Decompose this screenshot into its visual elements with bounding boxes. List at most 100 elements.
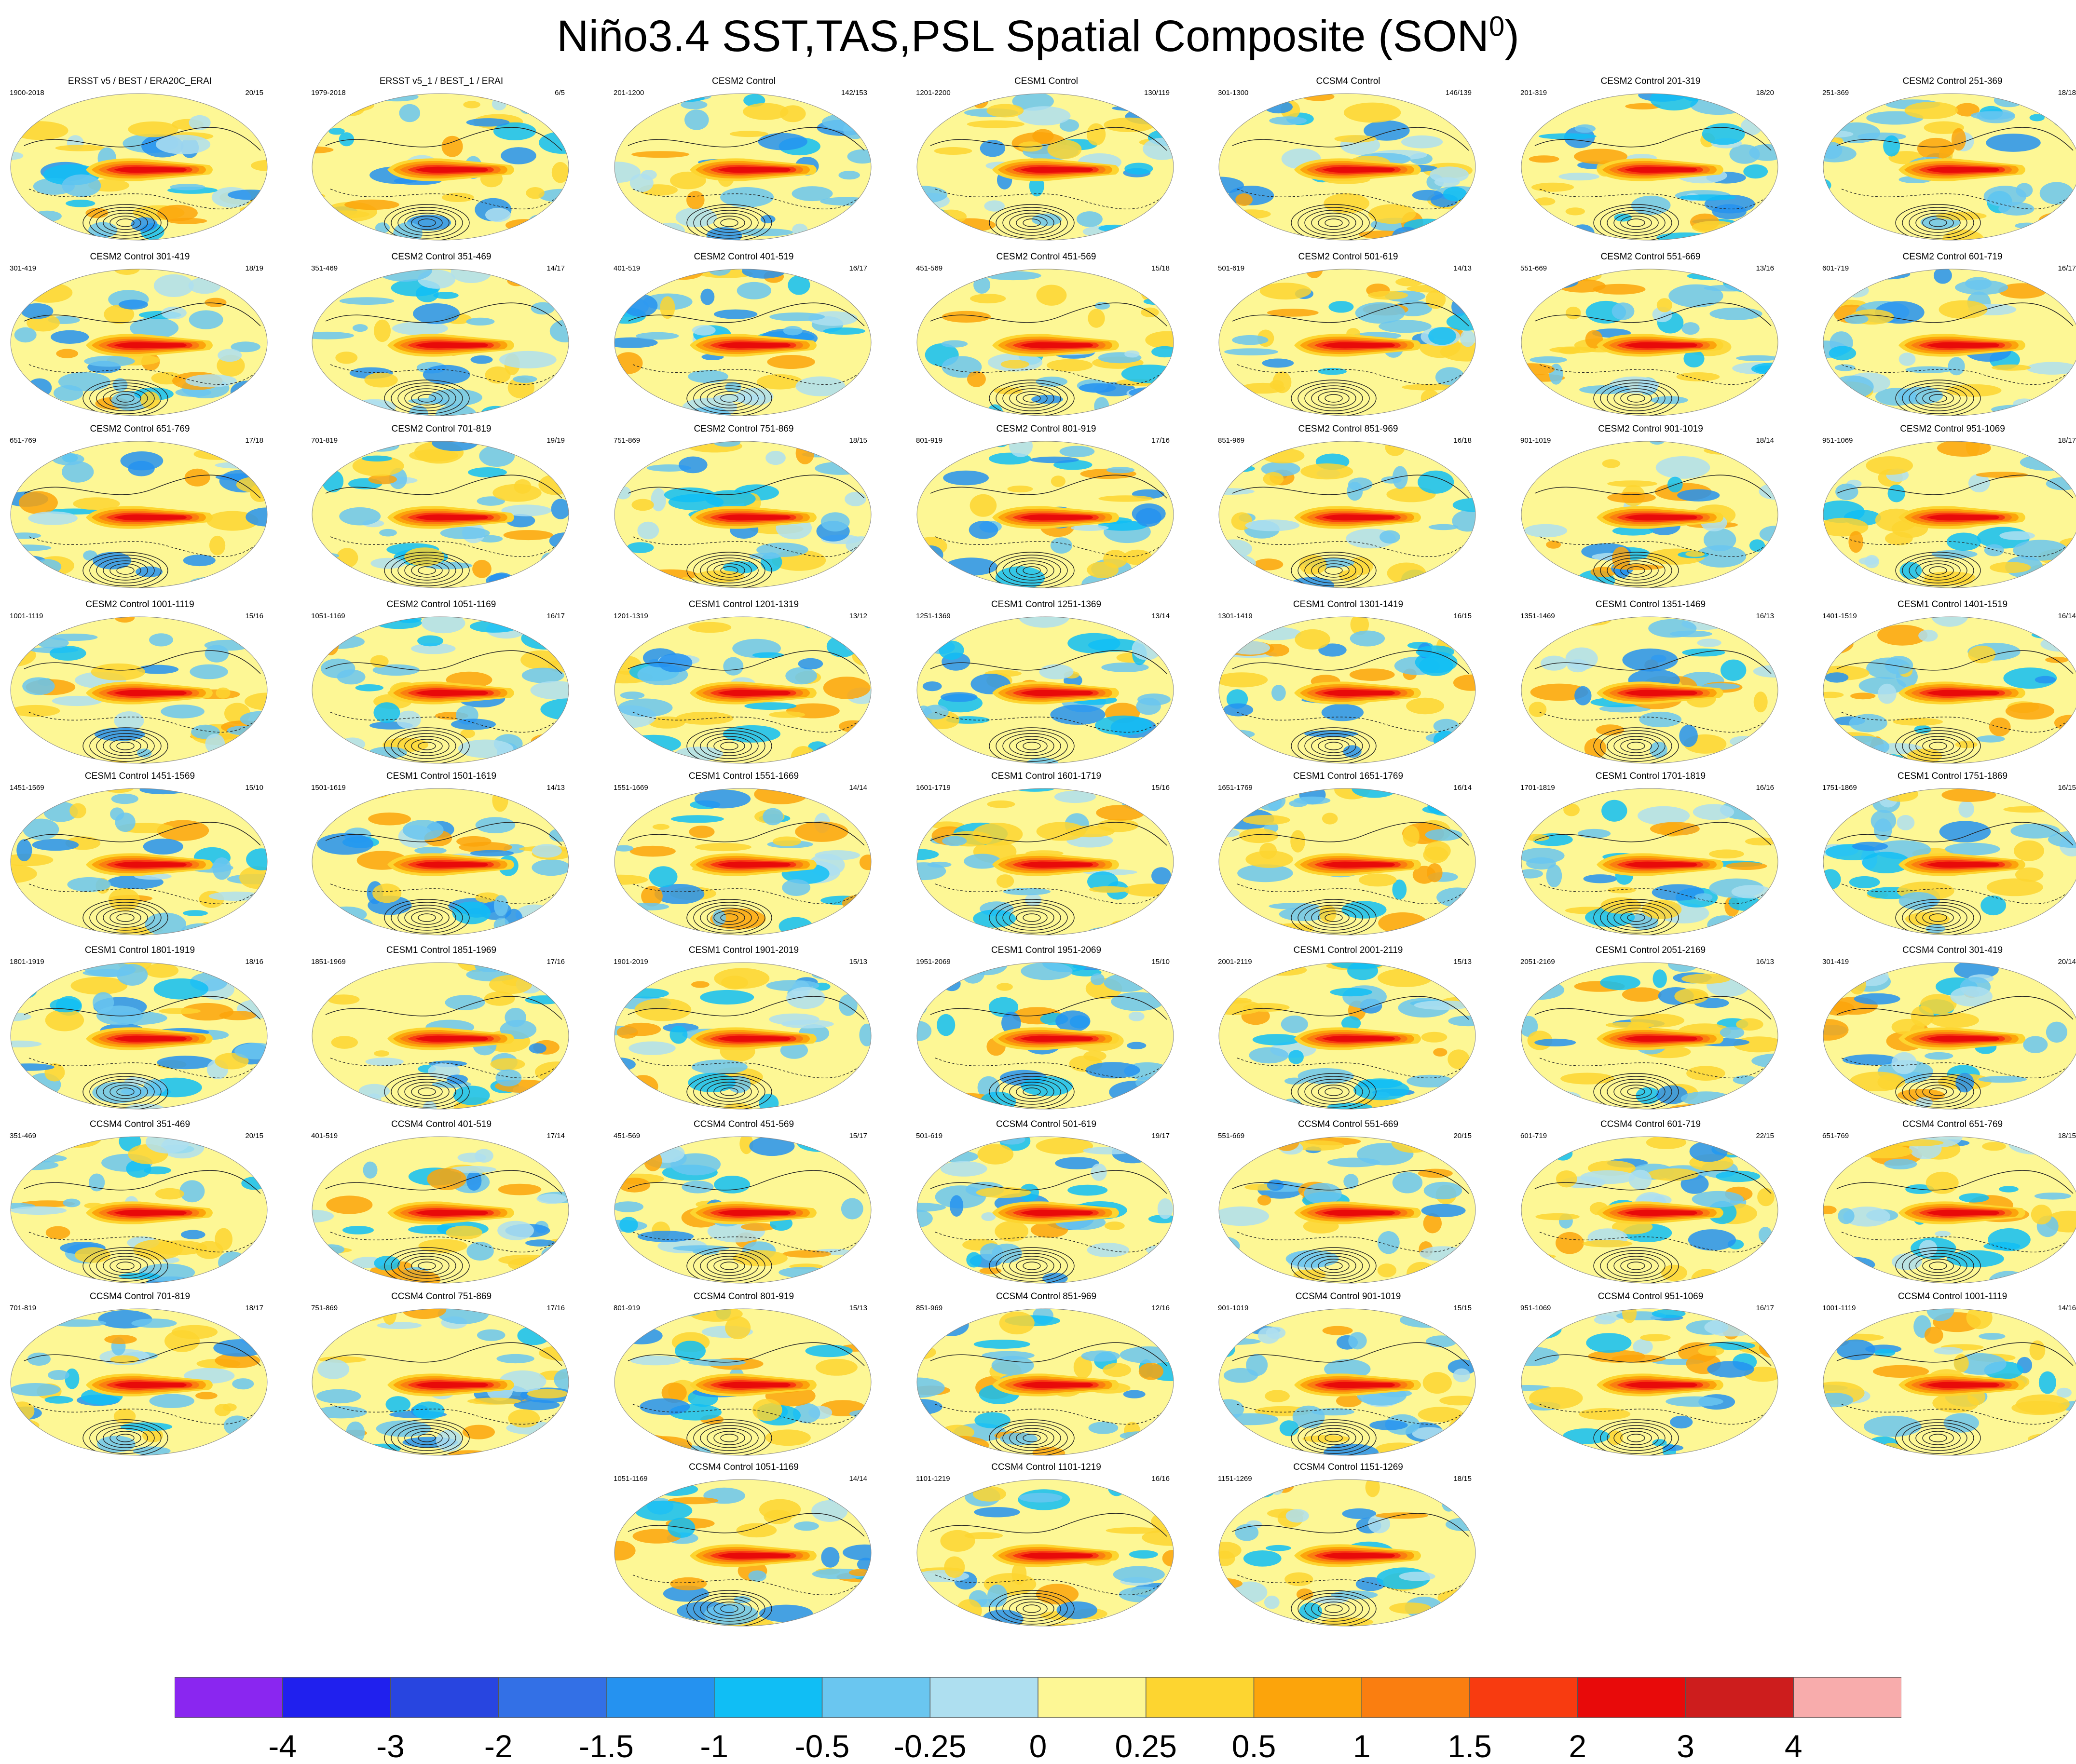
- panel-title: CCSM4 Control 801-919: [693, 1291, 794, 1302]
- colorbar-swatch: [1146, 1677, 1255, 1718]
- panel-event-counts: 17/14: [546, 1132, 565, 1140]
- chart-title-close: ): [1504, 12, 1519, 61]
- colorbar-tick-label: 4: [1784, 1728, 1803, 1764]
- colorbar-tick-label: -4: [268, 1728, 297, 1764]
- map-panel: CESM1 Control 1601-1719 1601-1719 15/16: [911, 771, 1181, 940]
- panel-event-counts: 130/119: [1144, 89, 1170, 97]
- composite-map: [614, 616, 872, 764]
- map-panel: CCSM4 Control 351-469 351-469 20/15: [5, 1119, 275, 1288]
- colorbar-tick-label: -1: [700, 1728, 729, 1764]
- panel-event-counts: 15/10: [245, 784, 263, 792]
- panel-event-counts: 16/16: [1151, 1475, 1170, 1483]
- panel-title: CESM2 Control 401-519: [694, 252, 794, 262]
- panel-years: 1201-1319: [614, 612, 648, 620]
- panel-years: 451-569: [916, 264, 943, 272]
- colorbar-tick-label: 1: [1352, 1728, 1371, 1764]
- panel-years: 1801-1919: [10, 958, 44, 966]
- colorbar: [175, 1677, 1901, 1718]
- panel-years: 801-919: [614, 1304, 641, 1312]
- colorbar-tick-label: 1.5: [1448, 1728, 1492, 1764]
- composite-map: [916, 1136, 1174, 1284]
- composite-map: [1218, 1136, 1476, 1284]
- map-panel: CESM1 Control 1501-1619 1501-1619 14/13: [306, 771, 576, 940]
- panel-years: 751-869: [614, 436, 641, 445]
- composite-map: [1218, 1479, 1476, 1627]
- composite-map: [1218, 616, 1476, 764]
- colorbar-tick-label: -0.5: [794, 1728, 850, 1764]
- composite-map: [312, 1136, 569, 1284]
- panel-event-counts: 14/13: [546, 784, 565, 792]
- map-panel: CCSM4 Control 851-969 851-969 12/16: [911, 1291, 1181, 1460]
- panel-event-counts: 15/16: [1151, 784, 1170, 792]
- panel-years: 1501-1619: [311, 784, 346, 792]
- panel-years: 1251-1369: [916, 612, 951, 620]
- composite-map: [1823, 1308, 2076, 1456]
- panel-event-counts: 18/19: [245, 264, 263, 272]
- panel-years: 651-769: [10, 436, 37, 445]
- panel-years: 1051-1169: [614, 1475, 648, 1483]
- panel-title: CCSM4 Control 1051-1169: [689, 1462, 799, 1472]
- panel-years: 1901-2019: [614, 958, 648, 966]
- composite-map: [10, 788, 268, 936]
- panel-years: 801-919: [916, 436, 943, 445]
- panel-title: CESM1 Control 1301-1419: [1293, 599, 1404, 610]
- panel-title: CESM2 Control 851-969: [1298, 424, 1398, 434]
- panel-title: CESM1 Control 1951-2069: [991, 945, 1102, 955]
- panel-years: 1301-1419: [1218, 612, 1253, 620]
- colorbar-tick-label: 0.25: [1115, 1728, 1177, 1764]
- composite-map: [1521, 616, 1778, 764]
- colorbar-tick-label: 0.5: [1231, 1728, 1276, 1764]
- panel-years: 601-719: [1822, 264, 1849, 272]
- panel-title: CESM2 Control 1001-1119: [85, 599, 194, 610]
- panel-years: 1351-1469: [1520, 612, 1555, 620]
- map-panel: CCSM4 Control 401-519 401-519 17/14: [306, 1119, 576, 1288]
- panel-years: 851-969: [916, 1304, 943, 1312]
- panel-title: CESM1 Control 1851-1969: [386, 945, 497, 955]
- panel-title: CESM1 Control 1551-1669: [688, 771, 799, 781]
- map-panel: CESM2 Control 701-819 701-819 19/19: [306, 424, 576, 593]
- panel-title: CESM2 Control 801-919: [996, 424, 1096, 434]
- map-panel: CESM1 Control 1701-1819 1701-1819 16/16: [1516, 771, 1786, 940]
- panel-years: 551-669: [1218, 1132, 1245, 1140]
- panel-years: 351-469: [311, 264, 338, 272]
- panel-event-counts: 16/17: [1756, 1304, 1774, 1312]
- panel-event-counts: 18/16: [245, 958, 263, 966]
- panel-title: CESM1 Control 1401-1519: [1897, 599, 2008, 610]
- composite-map: [1521, 1308, 1778, 1456]
- composite-map: [1823, 269, 2076, 416]
- panel-title: CESM2 Control 751-869: [694, 424, 794, 434]
- map-panel: CESM1 Control 1801-1919 1801-1919 18/16: [5, 945, 275, 1114]
- panel-years: 651-769: [1822, 1132, 1849, 1140]
- composite-map: [10, 441, 268, 588]
- panel-title: CCSM4 Control: [1316, 76, 1380, 86]
- composite-map: [10, 269, 268, 416]
- map-panel: CESM1 Control 1351-1469 1351-1469 16/13: [1516, 599, 1786, 768]
- map-panel: CESM1 Control 2051-2169 2051-2169 16/13: [1516, 945, 1786, 1114]
- map-panel: CCSM4 Control 1001-1119 1001-1119 14/16: [1817, 1291, 2076, 1460]
- colorbar-tick-label: 3: [1677, 1728, 1694, 1764]
- map-panel: ERSST v5 / BEST / ERA20C_ERAI 1900-2018 20…: [5, 76, 275, 245]
- panel-title: CESM2 Control 451-569: [996, 252, 1096, 262]
- composite-map: [614, 1136, 872, 1284]
- map-panel: CESM2 Control 1001-1119 1001-1119 15/16: [5, 599, 275, 768]
- panel-title: CESM1 Control 1901-2019: [688, 945, 799, 955]
- colorbar-swatch: [1577, 1677, 1686, 1718]
- map-panel: CCSM4 Control 901-1019 901-1019 15/15: [1213, 1291, 1483, 1460]
- panel-years: 1001-1119: [1822, 1304, 1856, 1312]
- composite-map: [1521, 1136, 1778, 1284]
- chart-title-superscript: 0: [1489, 11, 1505, 42]
- composite-map: [312, 93, 569, 241]
- panel-title: CESM1 Control 1501-1619: [386, 771, 497, 781]
- panel-years: 1751-1869: [1822, 784, 1857, 792]
- composite-map: [614, 269, 872, 416]
- composite-map: [1218, 269, 1476, 416]
- panel-years: 2051-2169: [1520, 958, 1555, 966]
- panel-event-counts: 13/16: [1756, 264, 1774, 272]
- panel-event-counts: 22/15: [1756, 1132, 1774, 1140]
- panel-years: 1601-1719: [916, 784, 951, 792]
- panel-title: CCSM4 Control 1151-1269: [1293, 1462, 1403, 1472]
- map-panel: CESM2 Control 401-519 401-519 16/17: [609, 252, 879, 421]
- panel-event-counts: 13/14: [1151, 612, 1170, 620]
- composite-map: [312, 269, 569, 416]
- chart-title-text: Niño3.4 SST,TAS,PSL Spatial Composite (S…: [557, 12, 1489, 61]
